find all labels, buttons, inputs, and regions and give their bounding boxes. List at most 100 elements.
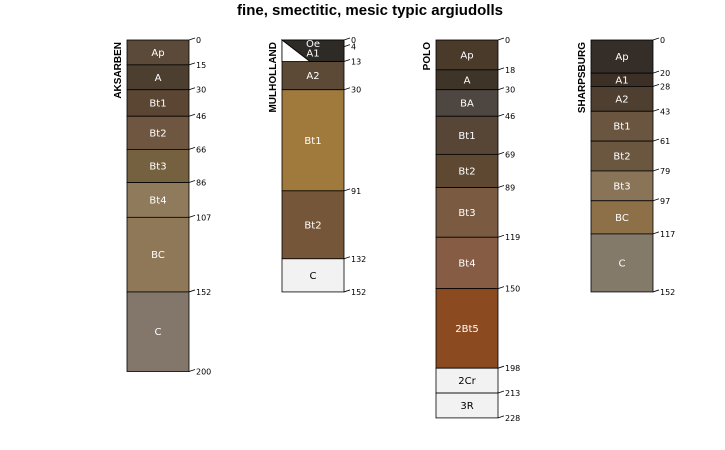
depth-label: 46 xyxy=(196,112,206,121)
depth-tick xyxy=(343,44,351,48)
horizon-label: C xyxy=(155,327,162,338)
horizon-label: A xyxy=(464,75,471,86)
depth-tick xyxy=(652,168,660,172)
figure-title: fine, smectitic, mesic typic argiudolls xyxy=(237,2,503,19)
horizon-label: Bt1 xyxy=(613,122,630,133)
depth-label: 15 xyxy=(196,61,206,70)
depth-tick xyxy=(188,369,196,372)
horizon-label: Bt4 xyxy=(458,258,475,269)
horizon-bt1 xyxy=(281,89,345,192)
depth-label: 152 xyxy=(196,288,211,297)
depth-label: 213 xyxy=(505,389,520,398)
horizon-label: A2 xyxy=(306,71,319,82)
horizon-label: Bt3 xyxy=(458,208,475,219)
depth-label: 61 xyxy=(660,137,670,146)
depth-label: 30 xyxy=(505,86,515,95)
horizon-bc xyxy=(590,200,654,235)
depth-label: 0 xyxy=(660,36,665,45)
depth-label: 0 xyxy=(196,36,201,45)
horizon-bt1 xyxy=(126,89,190,117)
depth-label: 4 xyxy=(351,43,356,52)
depth-label: 200 xyxy=(196,368,211,377)
horizon-label: Bt2 xyxy=(149,128,166,139)
depth-tick xyxy=(188,37,196,41)
depth-tick xyxy=(652,84,660,87)
horizon-c xyxy=(590,233,654,293)
depth-tick xyxy=(652,231,660,235)
profile-name: SHARPSBURG xyxy=(577,42,588,113)
depth-label: 152 xyxy=(351,288,366,297)
depth-tick xyxy=(343,256,351,260)
horizon-label: BC xyxy=(615,213,629,224)
horizon-label: Ap xyxy=(615,52,628,63)
depth-label: 30 xyxy=(351,86,361,95)
depth-tick xyxy=(497,234,505,238)
horizon-label: 2Cr xyxy=(458,376,476,387)
horizon-label: A xyxy=(155,73,162,84)
horizon-bt2 xyxy=(590,140,654,172)
depth-label: 30 xyxy=(196,86,206,95)
depth-tick xyxy=(343,37,351,41)
horizon-label: C xyxy=(310,271,317,282)
depth-tick xyxy=(497,67,505,71)
depth-label: 198 xyxy=(505,364,520,373)
horizon-ba xyxy=(435,89,499,117)
horizon-a1-wedge xyxy=(281,39,312,62)
depth-tick xyxy=(188,113,196,117)
depth-label: 18 xyxy=(505,66,515,75)
horizon-bt1 xyxy=(435,115,499,155)
depth-tick xyxy=(188,289,196,293)
horizon-bt2 xyxy=(126,115,190,150)
horizon-ap xyxy=(435,39,499,71)
horizon-label: 2Bt5 xyxy=(455,324,479,335)
depth-label: 91 xyxy=(351,187,361,196)
depth-tick xyxy=(497,37,505,41)
horizon-label: Bt2 xyxy=(458,166,475,177)
depth-tick xyxy=(652,198,660,202)
horizon-bt2 xyxy=(281,190,345,260)
horizon-label: Bt3 xyxy=(613,181,630,192)
horizon-label: BA xyxy=(460,98,474,109)
horizon-label: BC xyxy=(151,250,165,261)
horizon-label: Bt4 xyxy=(149,195,166,206)
horizon-label: Bt2 xyxy=(613,152,630,163)
depth-tick xyxy=(497,390,505,394)
depth-tick xyxy=(343,59,351,62)
depth-label: 107 xyxy=(196,213,211,222)
depth-label: 119 xyxy=(505,233,520,242)
depth-label: 150 xyxy=(505,285,520,294)
horizon-2bt5 xyxy=(435,288,499,369)
depth-tick xyxy=(343,87,351,91)
depth-label: 89 xyxy=(505,184,515,193)
horizon-label: Bt1 xyxy=(458,131,475,142)
profile-name: MULHOLLAND xyxy=(268,42,279,113)
depth-tick xyxy=(497,151,505,155)
horizon-bt2 xyxy=(435,153,499,188)
profile-name: POLO xyxy=(422,42,433,71)
depth-tick xyxy=(497,286,505,290)
horizon-label: Bt2 xyxy=(304,220,321,231)
depth-label: 46 xyxy=(505,112,515,121)
depth-label: 69 xyxy=(505,150,515,159)
depth-label: 79 xyxy=(660,167,670,176)
depth-label: 0 xyxy=(351,36,356,45)
profile-sharpsburg: SHARPSBURG Ap A1 A2 Bt1 Bt2 Bt3 BC C 0 20 28 43 61 79 9… xyxy=(577,36,675,297)
horizon-bt1 xyxy=(590,110,654,142)
depth-tick xyxy=(188,62,196,66)
depth-label: 0 xyxy=(505,36,510,45)
horizon-label: 3R xyxy=(460,401,473,412)
horizon-3r xyxy=(435,392,499,419)
depth-tick xyxy=(188,214,196,218)
depth-label: 152 xyxy=(660,288,675,297)
depth-tick xyxy=(652,70,660,74)
horizon-bt3 xyxy=(590,170,654,202)
horizon-label: C xyxy=(619,258,626,269)
horizon-label: Ap xyxy=(460,50,473,61)
depth-tick xyxy=(343,188,351,192)
depth-tick xyxy=(497,185,505,188)
depth-label: 117 xyxy=(660,230,675,239)
depth-tick xyxy=(343,289,351,293)
profile-polo: POLO Ap A BA Bt1 Bt2 Bt3 Bt4 2Bt5 2Cr 3R 0 18 30 46 69 8… xyxy=(422,36,520,423)
depth-label: 228 xyxy=(505,414,520,423)
